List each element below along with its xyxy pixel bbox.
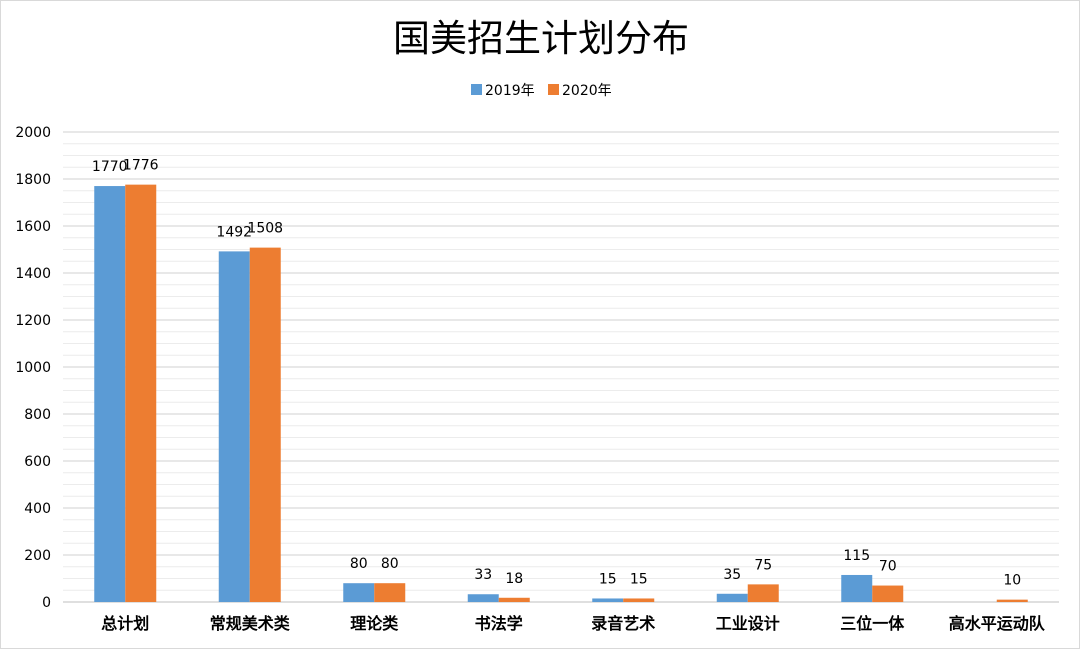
x-tick-label: 理论类 xyxy=(350,614,399,633)
x-tick-label: 书法学 xyxy=(475,614,523,633)
bar-2020 xyxy=(249,247,281,602)
x-tick-label: 高水平运动队 xyxy=(949,614,1046,633)
y-tick-label: 1600 xyxy=(15,219,51,235)
bar-2019 xyxy=(218,251,250,602)
legend-swatch xyxy=(471,84,482,95)
x-tick-label: 工业设计 xyxy=(716,614,780,633)
bar-2020 xyxy=(125,184,157,602)
y-tick-label: 1800 xyxy=(15,172,51,188)
chart-title: 国美招生计划分布 xyxy=(393,17,689,60)
data-label: 33 xyxy=(474,567,492,583)
x-tick-label: 常规美术类 xyxy=(210,614,291,633)
y-tick-label: 1000 xyxy=(15,360,51,376)
bar-2020 xyxy=(623,598,655,602)
bar-2019 xyxy=(716,593,748,602)
bar-2020 xyxy=(498,597,530,602)
y-tick-label: 1200 xyxy=(15,313,51,329)
y-tick-label: 600 xyxy=(24,454,51,470)
data-label: 1770 xyxy=(92,159,128,175)
legend-item: 2020年 xyxy=(548,83,612,99)
y-tick-label: 400 xyxy=(24,501,51,517)
data-label: 70 xyxy=(879,559,897,575)
data-label: 35 xyxy=(723,567,741,583)
data-label: 115 xyxy=(843,548,870,564)
x-tick-label: 三位一体 xyxy=(840,614,905,633)
gridlines xyxy=(63,131,1059,603)
data-label: 15 xyxy=(630,571,648,587)
legend-item: 2019年 xyxy=(471,83,535,99)
x-axis: 总计划 常规美术类 理论类 书法学 录音艺术 工业设计 三位一体 高水平运动队 xyxy=(101,614,1046,633)
data-label: 18 xyxy=(505,571,523,587)
data-label: 75 xyxy=(754,557,772,573)
bar-2020 xyxy=(872,585,904,602)
bar-2019 xyxy=(592,598,624,602)
y-tick-label: 1400 xyxy=(15,266,51,282)
x-tick-label: 总计划 xyxy=(101,614,149,633)
y-tick-label: 200 xyxy=(24,548,51,564)
data-label: 10 xyxy=(1003,573,1021,589)
data-label: 1508 xyxy=(247,221,283,237)
data-label: 1492 xyxy=(216,224,252,240)
bar-2019 xyxy=(467,594,499,602)
bar-2019 xyxy=(841,574,873,602)
bar-2020 xyxy=(996,599,1028,602)
data-label: 15 xyxy=(599,571,617,587)
legend-swatch xyxy=(548,84,559,95)
data-label: 1776 xyxy=(123,158,159,174)
y-tick-label: 2000 xyxy=(15,125,51,141)
legend-label: 2019年 xyxy=(485,83,535,99)
legend-label: 2020年 xyxy=(562,83,612,99)
bar-2019 xyxy=(343,583,375,602)
x-tick-label: 录音艺术 xyxy=(591,614,655,633)
data-label: 80 xyxy=(350,556,368,572)
bar-2019 xyxy=(94,186,126,603)
chart-legend: 2019年 2020年 xyxy=(471,83,612,99)
y-axis: 0 200 400 600 800 1000 1200 1400 1600 1800 2000 xyxy=(15,125,51,611)
y-tick-label: 0 xyxy=(42,595,51,611)
y-tick-label: 800 xyxy=(24,407,51,423)
bar-2020 xyxy=(374,583,406,602)
data-label: 80 xyxy=(381,556,399,572)
bar-2020 xyxy=(747,584,779,602)
